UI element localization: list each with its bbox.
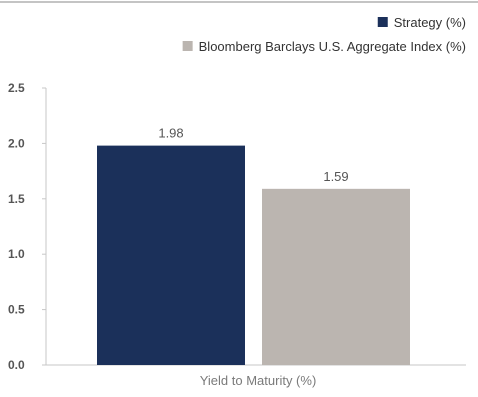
y-tick-label: 1.0 [8, 247, 25, 261]
y-axis-ticks: 0.0 0.5 1.0 1.5 2.0 2.5 [8, 81, 46, 372]
data-labels-group: 1.98 1.59 [158, 126, 348, 184]
legend: Strategy (%) Bloomberg Barclays U.S. Aggr… [182, 15, 466, 54]
legend-swatch-series-1 [377, 17, 388, 27]
y-tick-label: 0.0 [8, 358, 25, 372]
legend-label-series-1: Strategy (%) [394, 15, 466, 30]
bar-series-1 [97, 145, 245, 365]
bars-group [97, 145, 410, 365]
bar-series-2 [262, 188, 410, 365]
y-tick-label: 2.0 [8, 136, 25, 150]
y-tick-label: 0.5 [8, 303, 25, 317]
data-label-series-1: 1.98 [158, 126, 183, 141]
y-tick-label: 1.5 [8, 192, 25, 206]
x-axis-label: Yield to Maturity (%) [200, 373, 317, 388]
legend-label-series-2: Bloomberg Barclays U.S. Aggregate Index … [199, 39, 466, 54]
legend-swatch-series-2 [182, 41, 193, 51]
y-tick-label: 2.5 [8, 81, 25, 95]
data-label-series-2: 1.59 [323, 169, 348, 184]
